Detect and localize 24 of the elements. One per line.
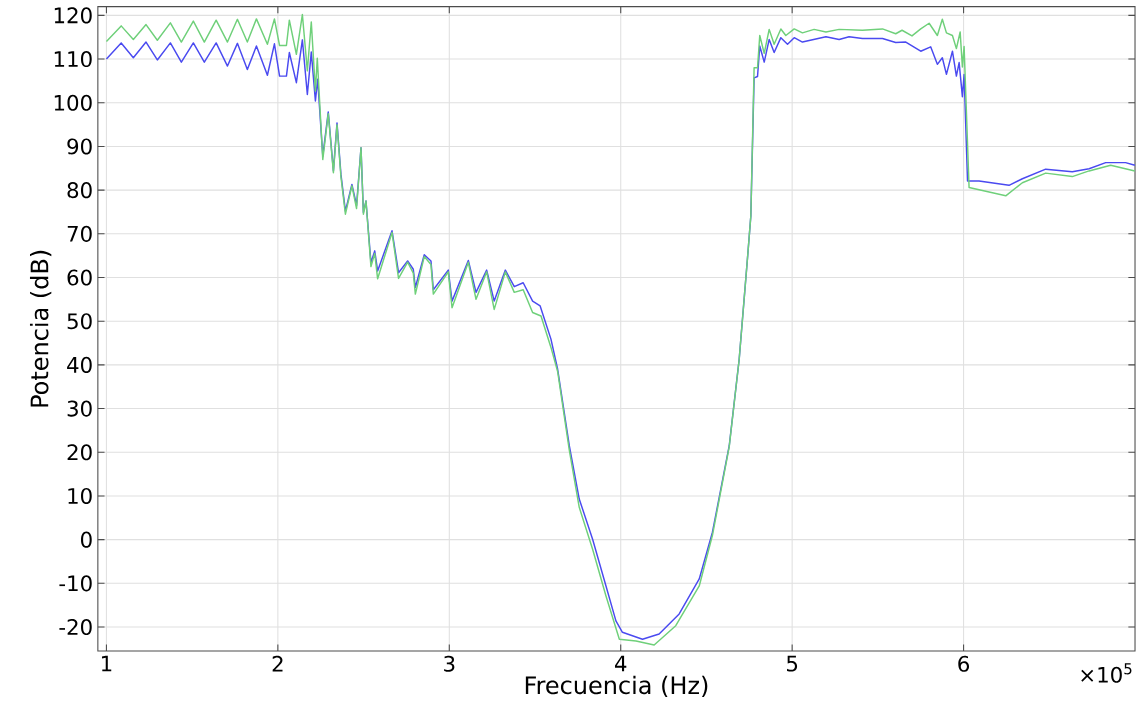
x-tick-label: 6: [958, 655, 970, 672]
y-tick-label: 0: [81, 531, 92, 548]
y-tick-label: 10: [68, 487, 92, 504]
y-tick-label: 110: [54, 50, 92, 67]
y-tick-label: 120: [54, 7, 92, 24]
y-axis-title: Potencia (dB): [29, 250, 52, 407]
y-tick-label: 100: [54, 94, 92, 111]
y-tick-label: 70: [67, 225, 92, 242]
x-tick-label: 2: [272, 655, 283, 672]
x-axis-title: Frecuencia (Hz): [525, 675, 708, 697]
x-tick-label: 1: [101, 655, 112, 672]
text: ×10$^{5}$: [1081, 663, 1132, 683]
y-tick-label: 60: [67, 269, 92, 286]
x-tick-label: 3: [444, 655, 455, 672]
y-tick-label: 90: [67, 138, 92, 155]
y-tick-label: -10: [59, 575, 92, 592]
x-tick-label: 4: [614, 655, 627, 672]
y-tick-label: 50: [67, 313, 92, 330]
y-tick-label: 30: [67, 400, 92, 417]
y-tick-label: -20: [59, 618, 92, 635]
y-tick-label: 40: [67, 356, 92, 373]
y-tick-label: 20: [67, 444, 92, 461]
y-tick-label: 80: [67, 181, 92, 199]
x-tick-label: 5: [787, 655, 798, 672]
